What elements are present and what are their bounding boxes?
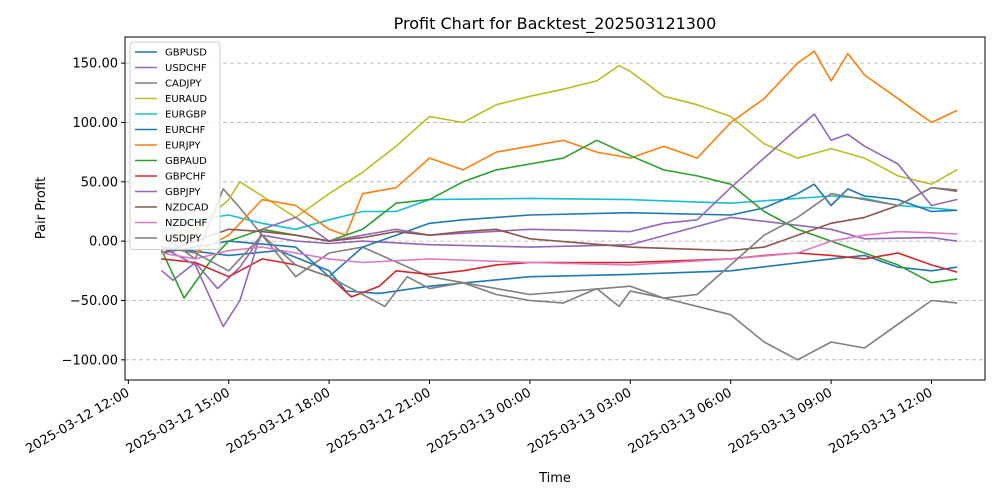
legend-label: GBPUSD [165, 48, 207, 59]
y-tick-label: 0.00 [89, 235, 118, 250]
series-line-gbpaud [161, 139, 958, 299]
legend-label: NZDCHF [165, 218, 208, 229]
legend-label: USDJPY [165, 234, 202, 245]
legend-label: CADJPY [165, 79, 202, 90]
y-tick-label: −100.00 [62, 353, 118, 368]
series-line-cadjpy [161, 188, 958, 361]
series-line-gbpchf [161, 252, 958, 298]
series-layer [161, 50, 958, 361]
series-line-usdjpy [161, 186, 958, 308]
legend-label: GBPJPY [165, 187, 201, 198]
series-line-eurchf [161, 183, 958, 278]
legend-box [129, 41, 221, 250]
series-line-usdchf [161, 216, 958, 290]
series-line-nzdchf [161, 230, 958, 266]
legend-label: EURGBP [165, 110, 206, 121]
legend-label: GBPCHF [165, 172, 206, 183]
x-axis-title: Time [538, 471, 571, 486]
legend-label: EURCHF [165, 125, 206, 136]
legend-label: EURJPY [165, 141, 201, 152]
series-line-euraud [161, 64, 958, 242]
plot-area [124, 36, 986, 381]
y-tick-label: 50.00 [81, 175, 118, 190]
y-axis: −100.00 −50.00 0.00 50.00 100.00 150.00 [62, 57, 125, 368]
legend: GBPUSD USDCHF CADJPY EURAUD EURGBP EURCHF EURJ… [129, 41, 221, 250]
series-line-gbpjpy [161, 113, 958, 328]
y-tick-label: 150.00 [73, 57, 119, 72]
legend-label: GBPAUD [165, 156, 207, 167]
series-line-eurjpy [161, 50, 958, 254]
chart-title: Profit Chart for Backtest_202503121300 [394, 14, 717, 34]
y-tick-label: 100.00 [73, 116, 119, 131]
legend-label: EURAUD [165, 94, 207, 105]
legend-label: USDCHF [165, 63, 207, 74]
y-axis-title: Pair Profit [34, 177, 49, 239]
series-line-nzdcad [161, 186, 958, 254]
legend-label: NZDCAD [165, 203, 209, 214]
series-line-gbpusd [161, 246, 958, 295]
y-tick-label: −50.00 [70, 294, 118, 309]
